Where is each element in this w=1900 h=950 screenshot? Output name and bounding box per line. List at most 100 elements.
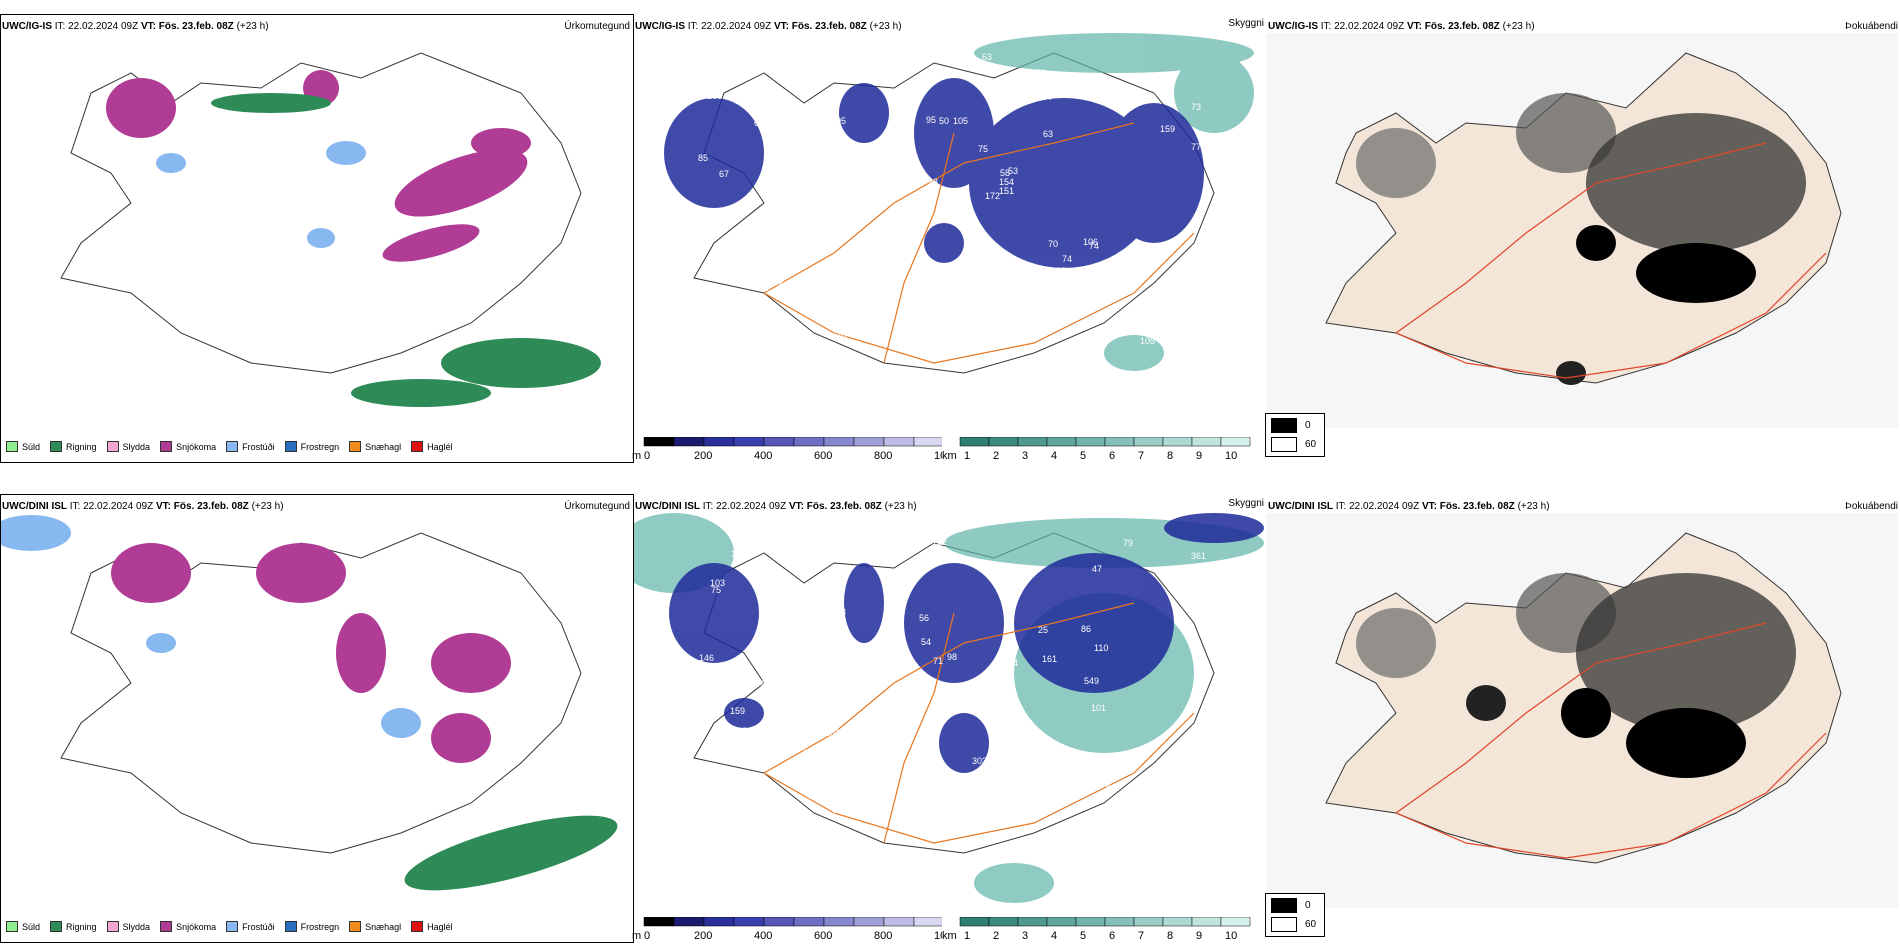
colorbar-tick: 400: [754, 450, 772, 461]
colorbar-cell: [913, 917, 942, 927]
road-network: [1395, 142, 1827, 379]
visibility-value-label: 83: [1080, 85, 1090, 95]
visibility-value-label: 94: [799, 664, 809, 674]
visibility-value-label: 74: [1062, 254, 1072, 264]
fog-index-shading: [1356, 93, 1806, 385]
colorbar-tick: 2: [993, 450, 999, 461]
colorbar-cell: [1017, 437, 1048, 447]
visibility-value-label: 79: [1123, 538, 1133, 548]
colorbar-cell: [1104, 917, 1135, 927]
visibility-value-label: 75: [1188, 567, 1198, 577]
panel-title-fog: Þokuábendi: [1845, 501, 1898, 512]
rain-areas: [404, 815, 618, 891]
colorbar-tick: 9: [1196, 930, 1202, 941]
colorbar-cell: [883, 917, 915, 927]
visibility-value-label: 104: [1003, 658, 1018, 668]
visibility-value-label: 63: [982, 52, 992, 62]
colorbar-cell: [1220, 437, 1251, 447]
visibility-value-label: 161: [1042, 654, 1057, 664]
colorbar-cell: [823, 437, 855, 447]
low-visibility-areas: [974, 33, 1254, 371]
snow-areas: [111, 543, 511, 763]
visibility-value-label: 87: [922, 194, 932, 204]
colorbar-tick: 10: [1225, 930, 1237, 941]
visibility-value-label: 71: [933, 656, 943, 666]
colorbar-cell: [1017, 917, 1048, 927]
visibility-value-label: 128: [1020, 727, 1035, 737]
visibility-value-label: 154: [999, 177, 1014, 187]
visibility-value-label: 90: [908, 528, 918, 538]
precip-legend: Súld Rigning Slydda Snjókoma Frostúði Fr…: [6, 441, 453, 452]
rain-areas: [211, 93, 601, 407]
colorbar-tick: 0: [644, 930, 650, 941]
colorbar-tick: 800: [874, 450, 892, 461]
legend-item: Haglél: [411, 921, 453, 932]
colorbar-tick: 5: [1080, 930, 1086, 941]
visibility-value-label: 172: [985, 191, 1000, 201]
visibility-value-labels: 2426654243585359105771727162697383638495…: [698, 52, 1201, 352]
legend-item: Frostregn: [284, 921, 339, 932]
colorbar-tick: 4: [1051, 930, 1057, 941]
visibility-value-label: 85: [1004, 583, 1014, 593]
visibility-value-label: 151: [999, 186, 1014, 196]
colorbar-cell: [853, 917, 885, 927]
run-header: UWC/DINI ISL IT: 22.02.2024 09Z VT: Fös.…: [635, 501, 917, 512]
visibility-value-label: 73: [899, 784, 909, 794]
colorbar-cell: [959, 437, 990, 447]
visibility-value-label: 63: [1043, 129, 1053, 139]
colorbar-cell: [673, 437, 705, 447]
elev-unit: m: [632, 450, 641, 461]
visibility-value-label: 201: [825, 728, 840, 738]
colorbar-cell: [1046, 437, 1077, 447]
visibility-value-label: 75: [978, 144, 988, 154]
visibility-value-label: 54: [921, 637, 931, 647]
visibility-value-label: 98: [928, 177, 938, 187]
visibility-value-label: 164: [741, 342, 756, 352]
visibility-value-label: 107: [928, 72, 943, 82]
colorbar-cell: [703, 437, 735, 447]
visibility-value-label: 164: [1084, 770, 1099, 780]
visibility-value-label: 146: [699, 653, 714, 663]
fog-legend: 0 60: [1265, 893, 1325, 937]
visibility-value-label: 83: [912, 210, 922, 220]
visibility-value-label: 124: [731, 549, 746, 559]
it-label: IT:: [54, 21, 66, 32]
visibility-value-label: 73: [1191, 102, 1201, 112]
colorbar-cell: [673, 917, 705, 927]
colorbar-cell: [793, 437, 825, 447]
visibility-value-label: 242: [949, 213, 964, 223]
vt-label: VT:: [140, 21, 156, 32]
legend-item: Snæhagl: [349, 441, 401, 452]
fog-legend-low: 60: [1305, 439, 1317, 450]
colorbar-cell: [1162, 437, 1193, 447]
visibility-value-label: 134: [1209, 802, 1224, 812]
run-header: UWC/IG-IS IT: 22.02.2024 09Z VT: Fös. 23…: [2, 21, 269, 32]
colorbar-tick: 7: [1138, 450, 1144, 461]
lead-time: (+23 h): [236, 21, 269, 32]
visibility-value-label: 243: [735, 309, 750, 319]
visibility-value-label: 72: [1147, 820, 1157, 830]
visibility-map: 146 122 86 361 103 72 49 85 56 79 98 101 90 75 80 64 87 8…: [634, 513, 1264, 903]
legend-item: Snjókoma: [160, 441, 216, 452]
high-elevation-areas: [669, 513, 1264, 773]
visibility-value-label: 65: [981, 787, 991, 797]
visibility-value-label: 88: [727, 675, 737, 685]
colorbar-cell: [733, 437, 765, 447]
colorbar-tick: 1000: [934, 930, 942, 941]
visibility-value-label: 50: [939, 116, 949, 126]
colorbar-tick: 3: [1022, 930, 1028, 941]
colorbar-cell: [733, 917, 765, 927]
colorbar-cell: [1046, 917, 1077, 927]
snow-areas: [106, 70, 531, 262]
legend-item: Haglél: [411, 441, 453, 452]
visibility-value-label: 105: [831, 116, 846, 126]
precip-panel: [0, 494, 634, 943]
legend-item: Snæhagl: [349, 921, 401, 932]
colorbar-cell: [913, 437, 942, 447]
visibility-value-label: 119: [861, 791, 875, 801]
visibility-value-label: 134: [806, 163, 821, 173]
visibility-value-label: 84: [783, 341, 793, 351]
fog-legend-high: 0: [1305, 420, 1311, 431]
iceland-outline: [60, 52, 582, 374]
visibility-value-label: 87: [990, 782, 1000, 792]
